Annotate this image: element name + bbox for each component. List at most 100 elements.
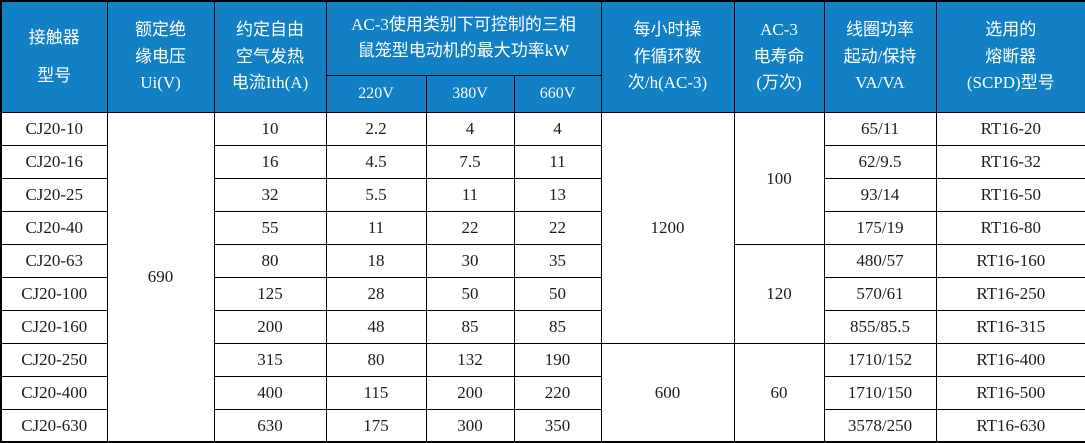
cell-p660: 85	[513, 309, 602, 344]
table-row: CJ20-160 200 48 85 85 855/85.5 RT16-315	[0, 309, 1085, 344]
cell-p660: 50	[513, 276, 602, 311]
cell-ith: 400	[213, 375, 327, 410]
cell-coil: 65/11	[823, 111, 937, 146]
cell-fuse: RT16-315	[935, 309, 1085, 344]
cell-p380: 200	[425, 375, 515, 410]
cell-ith: 200	[213, 309, 327, 344]
table-row: CJ20-250 315 80 132 190 600 60 1710/152 …	[0, 342, 1085, 443]
header-380v: 380V	[425, 74, 515, 113]
header-cycles-per-hour: 每小时操 作循环数 次/h(AC-3)	[600, 0, 735, 113]
cell-p380: 4	[425, 111, 515, 146]
table-row: CJ20-40 55 11 22 22 175/19 RT16-80	[0, 210, 1085, 245]
cell-coil: 855/85.5	[823, 309, 937, 344]
cell-p220: 18	[325, 243, 427, 278]
table-row: CJ20-100 125 28 50 50 570/61 RT16-250	[0, 276, 1085, 311]
cell-ith: 16	[213, 144, 327, 179]
cell-ith: 55	[213, 210, 327, 245]
cell-p220: 2.2	[325, 111, 427, 146]
header-ac3-power-group: AC-3使用类别下可控制的三相 鼠笼型电动机的最大功率kW	[325, 0, 602, 76]
table-body: CJ20-10 690 10 2.2 4 4 1200 100 65/11 RT…	[0, 111, 1085, 443]
header-660v: 660V	[513, 74, 602, 113]
cell-p660: 35	[513, 243, 602, 278]
cell-coil: 480/57	[823, 243, 937, 278]
cell-ith: 315	[213, 342, 327, 377]
table-row: CJ20-630 630 175 300 350 3578/250 RT16-6…	[0, 408, 1085, 443]
cell-p220: 115	[325, 375, 427, 410]
cell-model: CJ20-100	[0, 276, 108, 311]
cell-p220: 11	[325, 210, 427, 245]
cell-p220: 5.5	[325, 177, 427, 212]
cell-p220: 80	[325, 342, 427, 377]
cell-cycles: 600	[600, 342, 735, 443]
cell-fuse: RT16-630	[935, 408, 1085, 443]
table-row: CJ20-10 690 10 2.2 4 4 1200 100 65/11 RT…	[0, 111, 1085, 443]
header-electrical-life: AC-3 电寿命 (万次)	[733, 0, 825, 113]
cell-fuse: RT16-400	[935, 342, 1085, 377]
cell-fuse: RT16-500	[935, 375, 1085, 410]
cell-fuse: RT16-32	[935, 144, 1085, 179]
table-row: CJ20-16 16 4.5 7.5 11 62/9.5 RT16-32	[0, 144, 1085, 179]
cell-model: CJ20-10	[0, 111, 108, 146]
cell-ith: 10	[213, 111, 327, 146]
header-coil-power: 线圈功率 起动/保持 VA/VA	[823, 0, 937, 113]
cell-model: CJ20-400	[0, 375, 108, 410]
cell-p660: 350	[513, 408, 602, 443]
header-insulation-voltage: 额定绝 缘电压 Ui(V)	[106, 0, 215, 113]
cell-p220: 28	[325, 276, 427, 311]
cell-p660: 22	[513, 210, 602, 245]
cell-p220: 175	[325, 408, 427, 443]
cell-coil: 62/9.5	[823, 144, 937, 179]
cell-insulation-voltage: 690	[106, 111, 215, 443]
cell-p660: 13	[513, 177, 602, 212]
cell-coil: 570/61	[823, 276, 937, 311]
cell-model: CJ20-160	[0, 309, 108, 344]
cell-p380: 132	[425, 342, 515, 377]
cell-ith: 630	[213, 408, 327, 443]
cell-p660: 4	[513, 111, 602, 146]
cell-coil: 1710/150	[823, 375, 937, 410]
cell-coil: 3578/250	[823, 408, 937, 443]
cell-model: CJ20-630	[0, 408, 108, 443]
cell-p220: 4.5	[325, 144, 427, 179]
cell-life: 60	[733, 342, 825, 443]
table-row: CJ20-25 32 5.5 11 13 93/14 RT16-50	[0, 177, 1085, 212]
cell-model: CJ20-25	[0, 177, 108, 212]
cell-fuse: RT16-50	[935, 177, 1085, 212]
table-row: CJ20-400 400 115 200 220 1710/150 RT16-5…	[0, 375, 1085, 410]
table-header: 接触器 型号 额定绝 缘电压 Ui(V) 约定自由 空气发热 电流Ith(A) …	[0, 0, 1085, 113]
cell-p660: 190	[513, 342, 602, 377]
cell-p220: 48	[325, 309, 427, 344]
cell-fuse: RT16-20	[935, 111, 1085, 146]
header-220v: 220V	[325, 74, 427, 113]
cell-fuse: RT16-250	[935, 276, 1085, 311]
cell-ith: 32	[213, 177, 327, 212]
cell-fuse: RT16-160	[935, 243, 1085, 278]
cell-p660: 11	[513, 144, 602, 179]
cell-model: CJ20-63	[0, 243, 108, 278]
cell-p380: 30	[425, 243, 515, 278]
cell-coil: 93/14	[823, 177, 937, 212]
cell-model: CJ20-16	[0, 144, 108, 179]
cell-model: CJ20-40	[0, 210, 108, 245]
cell-model: CJ20-250	[0, 342, 108, 377]
cell-p380: 300	[425, 408, 515, 443]
cell-cycles: 1200	[600, 111, 735, 344]
header-contactor-model: 接触器 型号	[0, 0, 108, 113]
cell-p380: 22	[425, 210, 515, 245]
cell-coil: 175/19	[823, 210, 937, 245]
cell-ith: 125	[213, 276, 327, 311]
cell-p380: 85	[425, 309, 515, 344]
cell-p660: 220	[513, 375, 602, 410]
cell-life: 120	[733, 243, 825, 344]
cell-coil: 1710/152	[823, 342, 937, 377]
cell-p380: 11	[425, 177, 515, 212]
cell-ith: 80	[213, 243, 327, 278]
cell-p380: 50	[425, 276, 515, 311]
cell-p380: 7.5	[425, 144, 515, 179]
cell-life: 100	[733, 111, 825, 245]
header-fuse-type: 选用的 熔断器 (SCPD)型号	[935, 0, 1085, 113]
header-thermal-current: 约定自由 空气发热 电流Ith(A)	[213, 0, 327, 113]
cell-fuse: RT16-80	[935, 210, 1085, 245]
